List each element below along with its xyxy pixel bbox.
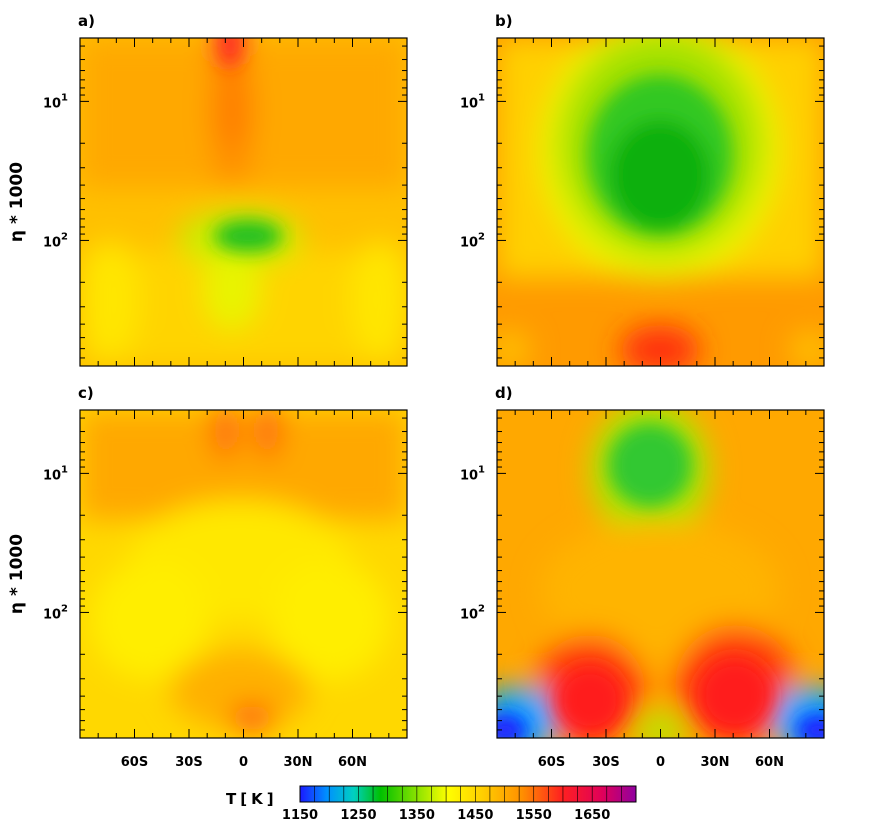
y-tick-label: 102 [460, 231, 485, 250]
x-tick-label: 30N [284, 755, 313, 770]
x-tick-label: 30N [701, 755, 730, 770]
panel-c-axes: c) 101 102 60S 30S 0 30N 60N η * 1000 [7, 384, 408, 770]
axes-layer: a) 101 102 η * 1000 b) 101 102 c) 101 102 60S 30S 0 3… [7, 12, 825, 770]
y-axis-label: η * 1000 [7, 534, 27, 614]
y-tick-label: 102 [43, 603, 68, 622]
colorbar: 1150 1250 1350 1450 1550 1650 T[K] [226, 785, 637, 823]
panel-b-field [497, 38, 824, 366]
panel-label: a) [78, 12, 95, 30]
x-tick-label: 60S [538, 755, 565, 770]
x-tick-label: 60N [755, 755, 784, 770]
colorbar-tick-label: 1150 [282, 808, 318, 823]
x-tick-label: 60N [338, 755, 367, 770]
y-tick-label: 101 [460, 464, 485, 483]
y-tick-label: 101 [43, 464, 68, 483]
colorbar-tick-label: 1550 [516, 808, 552, 823]
colorbar-gradient [299, 785, 637, 803]
panel-label: d) [495, 384, 513, 402]
panel-d-field [497, 410, 824, 738]
y-tick-label: 102 [43, 231, 68, 250]
x-tick-label: 60S [121, 755, 148, 770]
panel-label: c) [78, 384, 94, 402]
panel-c-field [80, 410, 407, 738]
panel-label: b) [495, 12, 513, 30]
colorbar-tick-label: 1350 [399, 808, 435, 823]
panel-a-axes: a) 101 102 η * 1000 [7, 12, 408, 367]
x-tick-label: 0 [239, 755, 248, 770]
panel-a-field [80, 38, 407, 366]
colorbar-tick-label: 1250 [340, 808, 376, 823]
colorbar-label: T[K] [226, 790, 278, 808]
x-tick-label: 30S [592, 755, 619, 770]
panel-b-axes: b) 101 102 [460, 12, 825, 367]
panel-d-axes: d) 101 102 60S 30S 0 30N 60N [460, 384, 825, 770]
y-tick-label: 101 [43, 92, 68, 111]
colorbar-tick-label: 1650 [574, 808, 610, 823]
x-tick-label: 0 [656, 755, 665, 770]
colorbar-tick-label: 1450 [457, 808, 493, 823]
y-tick-label: 101 [460, 92, 485, 111]
x-tick-label: 30S [175, 755, 202, 770]
y-tick-label: 102 [460, 603, 485, 622]
y-axis-label: η * 1000 [7, 162, 27, 242]
colorbar-ticks: 1150 1250 1350 1450 1550 1650 [282, 786, 622, 823]
